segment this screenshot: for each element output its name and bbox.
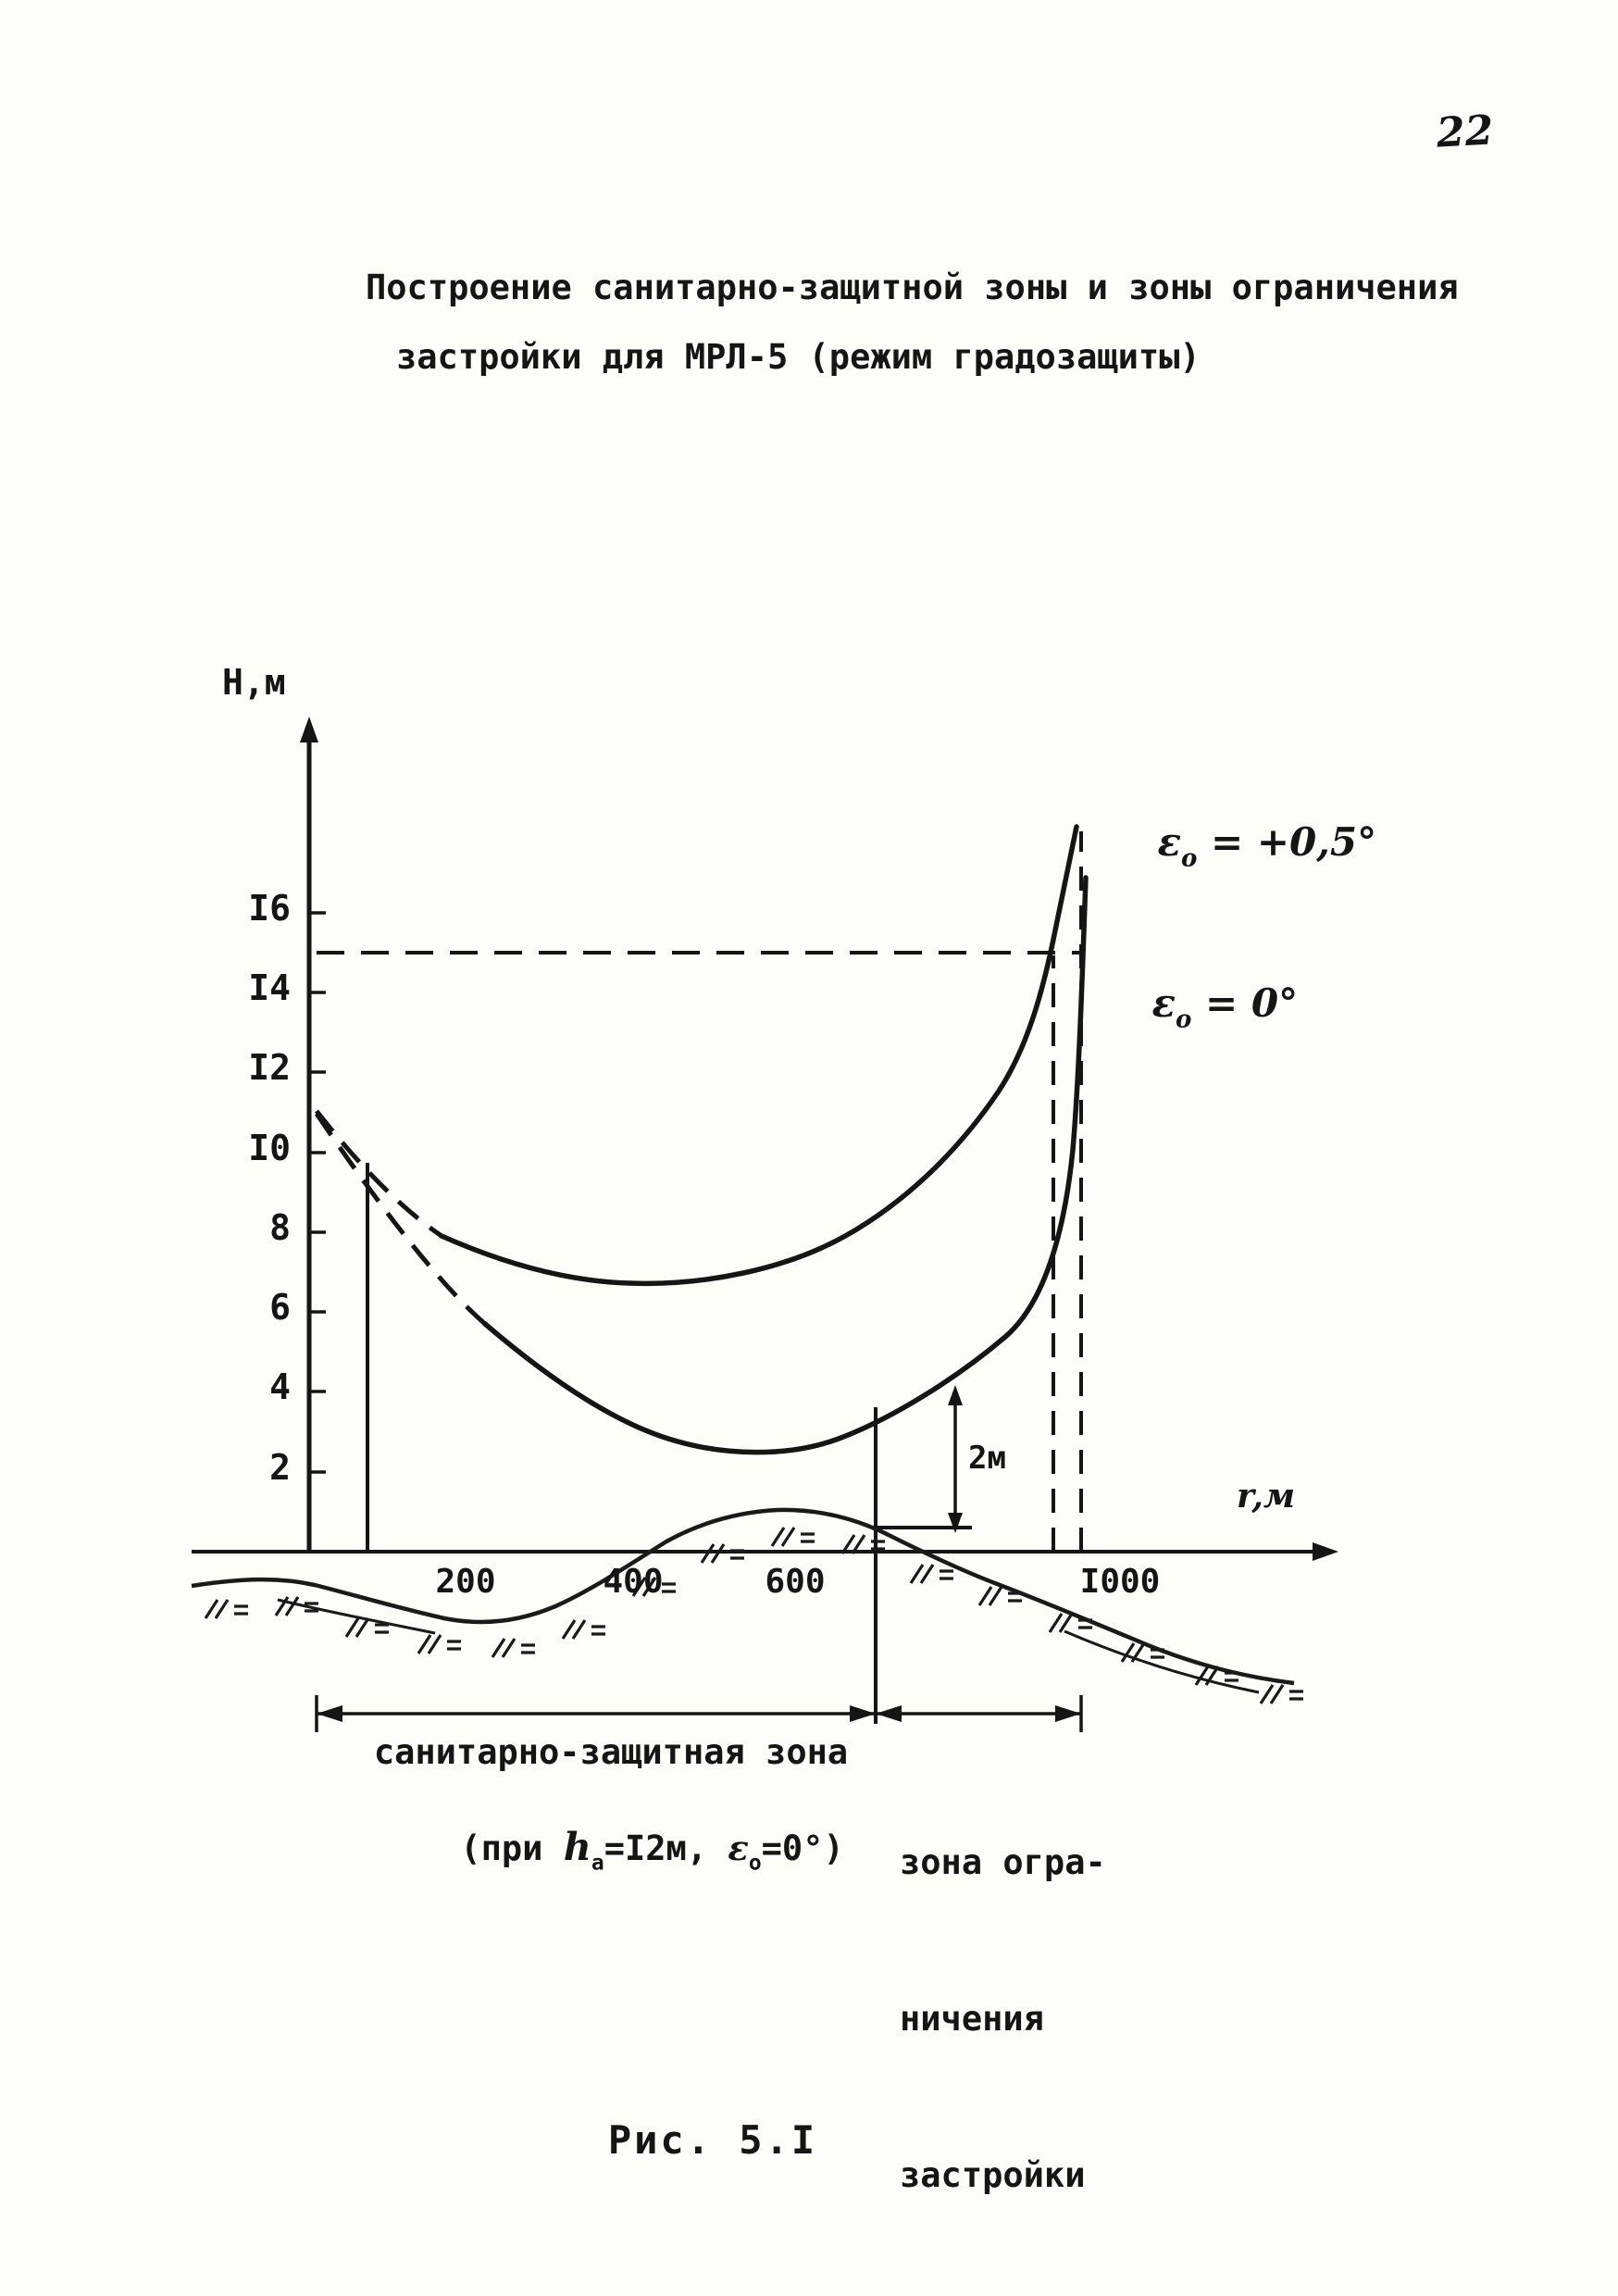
h-antenna-symbol: h	[563, 1823, 591, 1869]
figure-title-line1: Построение санитарно-защитной зоны и зон…	[366, 268, 1459, 307]
y-tick-2: 2	[269, 1447, 291, 1488]
y-axis-arrow-icon	[300, 717, 318, 742]
y-tick-16: I6	[248, 888, 291, 929]
zone-label-mid: =I2м,	[604, 1828, 728, 1868]
restriction-zone-line3: застройки	[900, 2154, 1086, 2195]
h-antenna-subscript: a	[591, 1850, 604, 1875]
sanitary-zone-label-line2: (при ha=I2м, εo=0°)	[368, 1785, 853, 1915]
y-axis-label: Н,м	[222, 662, 286, 703]
y-tick-14: I4	[248, 967, 291, 1008]
restriction-zone-line1: зона огра-	[900, 1842, 1106, 1883]
terrain-hatching	[204, 1526, 1305, 1705]
curve-label-upper: εo = +0,5°	[1103, 776, 1377, 918]
epsilon-symbol: ε	[1151, 980, 1176, 1027]
two-m-arrow-up-icon	[948, 1385, 963, 1405]
epsilon-symbol: ε	[1157, 819, 1182, 866]
curve-label-upper-value: = +0,5°	[1197, 819, 1377, 866]
y-tick-10: I0	[248, 1128, 291, 1168]
x-tick-200: 200	[435, 1563, 496, 1601]
dimension-arrow-right-icon	[1055, 1705, 1081, 1722]
curve-upper-dashed-start	[315, 1109, 443, 1239]
x-axis-arrow-icon	[1313, 1542, 1338, 1561]
y-tick-4: 4	[269, 1366, 291, 1407]
dimension-arrow-left-icon	[317, 1705, 342, 1722]
epsilon-subscript: o	[1176, 1006, 1192, 1034]
restriction-zone-line2: ничения	[900, 1999, 1044, 2040]
epsilon-subscript: o	[1181, 845, 1198, 873]
y-tick-6: 6	[269, 1287, 291, 1328]
curve-label-lower: εo = 0°	[1098, 937, 1299, 1079]
curve-label-lower-value: = 0°	[1191, 980, 1299, 1027]
two-m-arrow-down-icon	[948, 1513, 963, 1533]
zone-label-pre: (при	[460, 1828, 564, 1868]
figure-title-line2: застройки для МРЛ-5 (режим градозащиты)	[396, 337, 1201, 377]
curve-lower-dashed-start	[314, 1112, 487, 1326]
epsilon-symbol: ε	[728, 1827, 749, 1868]
terrain-echo-stroke-right	[1064, 1629, 1260, 1694]
dimension-arrow-mid-right-icon	[850, 1705, 876, 1722]
two-m-annotation: 2м	[968, 1440, 1006, 1477]
x-axis-label: r,м	[1237, 1477, 1296, 1516]
restriction-zone-label: зона огра- ничения застройки по Н=I5м	[900, 1733, 1106, 2296]
figure-caption: Рис. 5.I	[607, 2117, 818, 2163]
sanitary-zone-label-line1: санитарно-защитная зона	[373, 1732, 849, 1772]
terrain-echo-stroke-left	[277, 1598, 436, 1635]
y-axis-ticks	[309, 911, 326, 1474]
x-tick-1000: I000	[1079, 1563, 1161, 1601]
zone-label-post: =0°)	[761, 1828, 844, 1868]
dimension-arrow-mid-left-icon	[876, 1705, 902, 1722]
curve-lower	[482, 875, 1089, 1455]
x-tick-400: 400	[603, 1563, 664, 1601]
page-number: 22	[1435, 106, 1495, 157]
x-tick-600: 600	[765, 1563, 826, 1601]
y-tick-12: I2	[248, 1047, 291, 1088]
curve-upper	[439, 824, 1079, 1287]
epsilon-subscript: o	[748, 1850, 762, 1875]
y-tick-8: 8	[269, 1207, 291, 1248]
